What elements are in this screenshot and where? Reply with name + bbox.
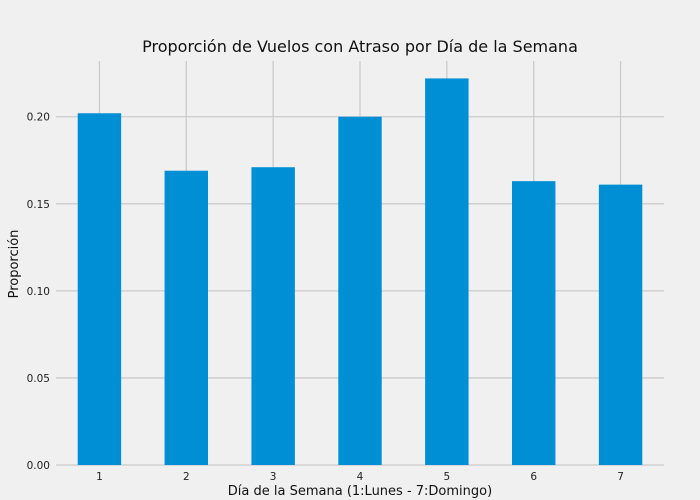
bar-day-5 <box>425 78 469 466</box>
y-tick-label: 0.15 <box>27 199 50 211</box>
y-tick-label: 0.00 <box>27 460 50 472</box>
y-tick-label: 0.20 <box>27 112 50 124</box>
x-tick-label: 4 <box>357 471 364 483</box>
bar-day-2 <box>164 170 208 465</box>
y-tick-label: 0.05 <box>27 373 50 385</box>
x-tick-label: 2 <box>183 471 190 483</box>
x-tick-label: 1 <box>96 471 103 483</box>
bar-day-3 <box>251 167 295 466</box>
x-tick-label: 7 <box>617 471 624 483</box>
bar-day-7 <box>598 184 643 465</box>
y-tick-label: 0.10 <box>27 286 50 298</box>
bar-day-1 <box>77 113 122 465</box>
y-axis-label: Proporción <box>7 230 22 299</box>
x-tick-label: 3 <box>270 471 277 483</box>
bars-layer <box>77 78 643 466</box>
x-tick-label: 5 <box>444 471 451 483</box>
x-axis-label: Día de la Semana (1:Lunes - 7:Domingo) <box>228 484 492 499</box>
chart-title: Proporción de Vuelos con Atraso por Día … <box>142 37 578 56</box>
bar-day-4 <box>338 116 382 466</box>
bar-day-6 <box>512 181 556 466</box>
ticks-layer: 0.00 0.05 0.10 0.15 0.20 1 2 3 4 5 6 7 <box>27 112 624 483</box>
x-tick-label: 6 <box>530 471 537 483</box>
